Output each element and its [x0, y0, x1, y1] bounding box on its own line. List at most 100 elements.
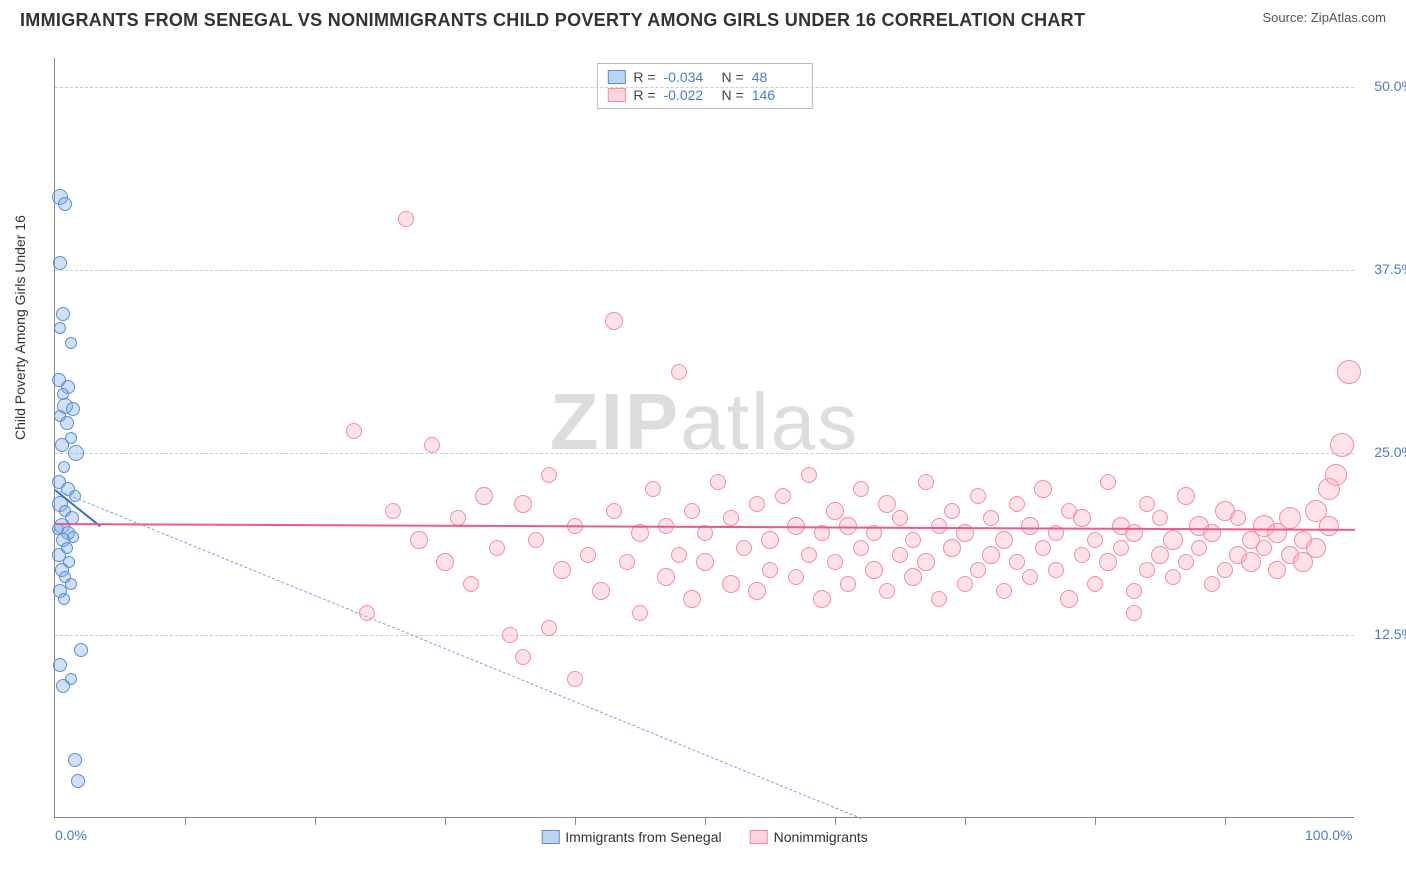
data-point — [722, 575, 740, 593]
data-point — [944, 503, 960, 519]
data-point — [931, 591, 947, 607]
data-point — [736, 540, 752, 556]
data-point — [996, 583, 1012, 599]
data-point — [983, 510, 999, 526]
data-point — [657, 568, 675, 586]
correlation-stats-box: R =-0.034N =48R =-0.022N =146 — [596, 63, 812, 109]
data-point — [683, 590, 701, 608]
data-point — [346, 423, 362, 439]
data-point — [1125, 524, 1143, 542]
data-point — [1126, 583, 1142, 599]
data-point — [865, 561, 883, 579]
data-point — [918, 474, 934, 490]
x-tick — [705, 817, 706, 825]
data-point — [1035, 540, 1051, 556]
data-point — [749, 496, 765, 512]
data-point — [801, 467, 817, 483]
data-point — [723, 510, 739, 526]
data-point — [71, 774, 85, 788]
data-point — [982, 546, 1000, 564]
data-point — [853, 481, 869, 497]
data-point — [1178, 554, 1194, 570]
data-point — [592, 582, 610, 600]
data-point — [632, 605, 648, 621]
data-point — [502, 627, 518, 643]
data-point — [917, 553, 935, 571]
data-point — [748, 582, 766, 600]
gridline-horizontal — [55, 453, 1354, 454]
trend-line-extrapolated — [55, 489, 861, 819]
data-point — [1306, 538, 1326, 558]
data-point — [54, 322, 66, 334]
data-point — [463, 576, 479, 592]
stats-row: R =-0.034N =48 — [607, 68, 801, 86]
data-point — [53, 658, 67, 672]
data-point — [970, 562, 986, 578]
data-point — [1165, 569, 1181, 585]
data-point — [1087, 532, 1103, 548]
data-point — [762, 562, 778, 578]
data-point — [68, 753, 82, 767]
data-point — [827, 554, 843, 570]
y-tick-label: 50.0% — [1359, 78, 1406, 94]
data-point — [684, 503, 700, 519]
data-point — [619, 554, 635, 570]
data-point — [671, 364, 687, 380]
data-point — [1325, 464, 1347, 486]
chart-title: IMMIGRANTS FROM SENEGAL VS NONIMMIGRANTS… — [20, 10, 1085, 31]
data-point — [892, 547, 908, 563]
watermark: ZIPatlas — [550, 376, 859, 468]
data-point — [1177, 487, 1195, 505]
data-point — [957, 576, 973, 592]
data-point — [1337, 360, 1361, 384]
data-point — [55, 438, 69, 452]
data-point — [892, 510, 908, 526]
source-prefix: Source: — [1262, 10, 1310, 25]
data-point — [1217, 562, 1233, 578]
data-point — [1060, 590, 1078, 608]
gridline-horizontal — [55, 635, 1354, 636]
x-tick — [1225, 817, 1226, 825]
data-point — [1241, 552, 1261, 572]
stat-n-label: N = — [722, 87, 744, 103]
data-point — [1163, 530, 1183, 550]
bottom-legend: Immigrants from Senegal Nonimmigrants — [541, 829, 868, 845]
stat-n-value: 146 — [752, 87, 802, 103]
legend-item: Immigrants from Senegal — [541, 829, 721, 845]
data-point — [826, 502, 844, 520]
data-point — [553, 561, 571, 579]
stat-r-label: R = — [633, 87, 655, 103]
legend-swatch — [607, 88, 625, 102]
data-point — [840, 576, 856, 592]
data-point — [528, 532, 544, 548]
data-point — [53, 256, 67, 270]
data-point — [1279, 507, 1301, 529]
stat-r-label: R = — [633, 69, 655, 85]
data-point — [1203, 524, 1221, 542]
legend-swatch — [750, 830, 768, 844]
data-point — [541, 620, 557, 636]
data-point — [1073, 509, 1091, 527]
x-tick — [185, 817, 186, 825]
data-point — [775, 488, 791, 504]
source-value: ZipAtlas.com — [1311, 10, 1386, 25]
data-point — [475, 487, 493, 505]
data-point — [1034, 480, 1052, 498]
data-point — [1048, 562, 1064, 578]
x-tick — [445, 817, 446, 825]
data-point — [1204, 576, 1220, 592]
data-point — [436, 553, 454, 571]
legend-item: Nonimmigrants — [750, 829, 868, 845]
x-tick-label: 0.0% — [55, 827, 87, 843]
y-tick-label: 12.5% — [1359, 626, 1406, 642]
data-point — [904, 568, 922, 586]
stat-r-value: -0.034 — [664, 69, 714, 85]
x-tick — [835, 817, 836, 825]
data-point — [696, 553, 714, 571]
data-point — [1087, 576, 1103, 592]
stat-n-value: 48 — [752, 69, 802, 85]
data-point — [931, 518, 947, 534]
source-label: Source: ZipAtlas.com — [1262, 10, 1386, 25]
x-tick — [575, 817, 576, 825]
data-point — [813, 590, 831, 608]
